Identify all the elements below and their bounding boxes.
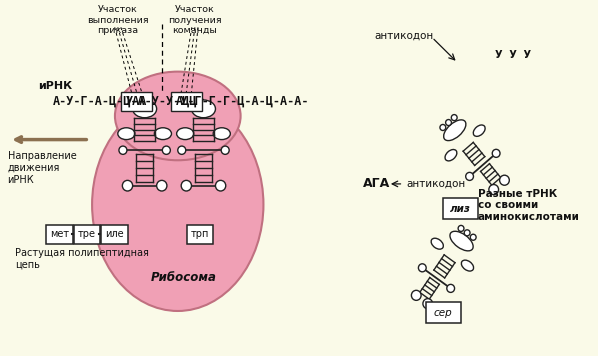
Circle shape [464, 230, 470, 236]
Text: иРНК: иРНК [38, 82, 72, 91]
Circle shape [423, 299, 432, 309]
FancyBboxPatch shape [443, 198, 478, 219]
Text: А-У-Г-А-Ц-Ц-А-У-У-У-Г-Г-Г-Ц-А-Ц-А-А-: А-У-Г-А-Ц-Ц-А-У-У-У-Г-Г-Г-Ц-А-Ц-А-А- [53, 95, 309, 108]
Ellipse shape [213, 128, 230, 140]
Circle shape [215, 180, 226, 191]
Circle shape [123, 180, 133, 191]
Text: антикодон: антикодон [375, 31, 434, 41]
Text: мет: мет [50, 229, 69, 239]
Ellipse shape [154, 128, 172, 140]
Circle shape [447, 284, 454, 292]
Circle shape [470, 234, 476, 240]
Circle shape [492, 149, 500, 157]
Text: трп: трп [191, 229, 209, 239]
Ellipse shape [450, 231, 473, 251]
FancyBboxPatch shape [101, 225, 127, 244]
Text: тре: тре [78, 229, 96, 239]
Text: Рибосома: Рибосома [151, 271, 216, 284]
Text: Участок
получения
команды: Участок получения команды [168, 5, 222, 35]
Circle shape [411, 290, 421, 300]
Ellipse shape [115, 72, 240, 160]
Circle shape [466, 172, 474, 180]
Circle shape [419, 264, 426, 272]
Circle shape [446, 120, 451, 126]
Circle shape [458, 225, 464, 231]
Text: Растущая полипептидная
цепь: Растущая полипептидная цепь [15, 248, 149, 269]
Circle shape [119, 146, 127, 155]
Circle shape [181, 180, 191, 191]
Text: лиз: лиз [450, 204, 471, 214]
FancyBboxPatch shape [171, 92, 202, 111]
Ellipse shape [118, 128, 135, 140]
Circle shape [178, 146, 186, 155]
Ellipse shape [462, 260, 474, 271]
Ellipse shape [92, 98, 264, 311]
Text: АГА: АГА [364, 177, 390, 190]
Ellipse shape [191, 100, 215, 118]
Circle shape [451, 115, 457, 121]
Text: сер: сер [434, 308, 453, 318]
Text: АЦЦ: АЦЦ [176, 95, 197, 108]
Text: У  У  У: У У У [495, 50, 531, 60]
Text: Направление
движения
иРНК: Направление движения иРНК [8, 151, 77, 185]
Circle shape [489, 184, 499, 195]
Ellipse shape [176, 128, 194, 140]
Text: иле: иле [105, 229, 124, 239]
Circle shape [221, 146, 229, 155]
Text: Участок
выполнения
приказа: Участок выполнения приказа [87, 5, 149, 35]
Ellipse shape [473, 125, 485, 136]
FancyBboxPatch shape [121, 92, 152, 111]
Text: Разные тРНК
со своими
аминокислотами: Разные тРНК со своими аминокислотами [478, 189, 579, 222]
Ellipse shape [133, 100, 157, 118]
Text: УАА: УАА [126, 95, 147, 108]
Ellipse shape [445, 150, 457, 161]
FancyBboxPatch shape [426, 302, 461, 323]
FancyBboxPatch shape [74, 225, 100, 244]
Ellipse shape [444, 120, 466, 141]
Ellipse shape [431, 238, 443, 249]
Circle shape [162, 146, 170, 155]
Circle shape [499, 175, 509, 185]
Circle shape [157, 180, 167, 191]
FancyBboxPatch shape [47, 225, 73, 244]
Text: антикодон: антикодон [406, 179, 465, 189]
Circle shape [440, 125, 446, 131]
FancyBboxPatch shape [187, 225, 213, 244]
